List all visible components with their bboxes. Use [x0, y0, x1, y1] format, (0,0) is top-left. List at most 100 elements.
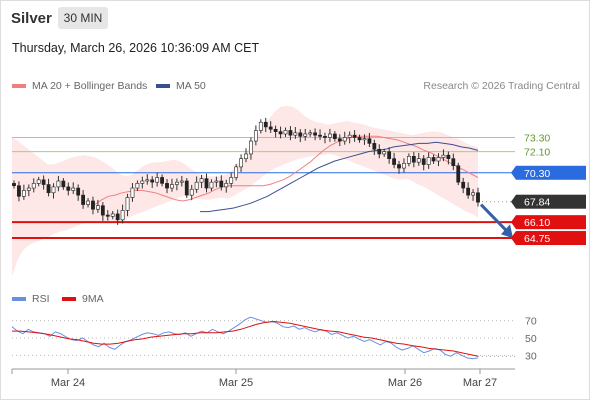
level-label-72.10: 72.10	[524, 147, 550, 159]
candle-body	[21, 190, 26, 197]
candle-body	[342, 137, 347, 142]
candle-body	[392, 158, 396, 165]
candle-body	[115, 213, 120, 221]
candle-body	[441, 154, 446, 158]
candle-body	[416, 158, 421, 163]
candle-body	[100, 205, 105, 216]
candle-body	[199, 178, 204, 183]
datetime-text: Thursday, March 26, 2026 10:36:09 AM CET	[12, 41, 260, 55]
candle-body	[347, 134, 352, 138]
candle-body	[105, 214, 110, 217]
candle-body	[150, 179, 155, 183]
candle-body	[352, 134, 357, 138]
legend-ma50: MA 50	[156, 80, 206, 92]
candle-body	[26, 187, 31, 191]
candle-body	[170, 184, 174, 189]
chart-header: Silver 30 MIN	[0, 0, 590, 36]
ma50-label: MA 50	[176, 80, 206, 92]
candle-body	[387, 151, 392, 159]
candle-body	[268, 126, 273, 130]
candle-body	[258, 121, 263, 131]
candle-body	[234, 166, 239, 178]
rsi-tick-30: 30	[525, 350, 537, 362]
ma50-line	[200, 141, 479, 213]
candle-body	[298, 132, 303, 137]
ma50-swatch	[156, 84, 170, 88]
candle-body	[431, 157, 436, 162]
candle-body	[120, 210, 125, 221]
candle-body	[323, 136, 327, 138]
candle-body	[377, 148, 382, 155]
x-tick-label: Mar 24	[51, 377, 85, 389]
level-label-67.84: 67.84	[524, 197, 550, 209]
candle-body	[446, 154, 451, 159]
level-label-box-67.84	[516, 194, 586, 209]
candle-body	[36, 179, 41, 184]
candle-body	[328, 133, 332, 138]
candle-body	[313, 132, 318, 136]
candle-body	[461, 181, 466, 189]
candle-body	[249, 140, 253, 155]
candle-body	[244, 153, 248, 159]
candle-body	[451, 158, 456, 167]
candle-body	[140, 180, 145, 184]
candle-body	[71, 187, 76, 191]
candle-body	[91, 200, 95, 210]
candle-body	[402, 163, 406, 169]
candle-body	[86, 200, 90, 205]
candle-body	[278, 131, 283, 135]
rsi-label: RSI	[32, 293, 50, 305]
candle-body	[155, 177, 160, 183]
candle-body	[436, 157, 441, 162]
candle-body	[308, 132, 313, 135]
level-label-box-70.30	[516, 165, 586, 180]
candle-body	[273, 128, 278, 132]
candle-body	[214, 180, 219, 183]
x-tick-label: Mar 26	[388, 377, 422, 389]
candle-body	[229, 177, 234, 184]
candle-body	[31, 183, 36, 189]
ma9-swatch	[62, 297, 76, 301]
candle-body	[303, 133, 308, 137]
candle-body	[456, 165, 461, 183]
candle-body	[288, 130, 293, 136]
candle-body	[411, 156, 416, 163]
candle-body	[382, 151, 387, 155]
candle-body	[135, 183, 140, 189]
timeframe-button[interactable]: 30 MIN	[58, 7, 108, 29]
symbol-title: Silver	[11, 10, 52, 27]
candle-body	[426, 157, 431, 165]
level-label-pointer	[511, 165, 516, 180]
candle-body	[219, 180, 224, 188]
candle-body	[189, 188, 194, 196]
ma20-line	[94, 135, 479, 205]
legend-ma9: 9MA	[62, 293, 104, 305]
candle-body	[160, 177, 164, 184]
x-tick-label: Mar 27	[463, 377, 497, 389]
candle-body	[367, 138, 372, 144]
candle-body	[125, 197, 130, 211]
level-label-pointer	[511, 194, 516, 209]
level-label-64.75: 64.75	[524, 233, 550, 245]
candle-body	[51, 186, 56, 194]
level-label-66.10: 66.10	[524, 217, 550, 229]
x-tick-label: Mar 25	[219, 377, 253, 389]
level-label-73.30: 73.30	[524, 133, 550, 145]
candle-body	[61, 180, 66, 188]
candle-body	[145, 179, 150, 182]
candle-body	[110, 213, 115, 217]
level-label-pointer	[511, 215, 516, 230]
candle-body	[96, 205, 100, 210]
candle-body	[239, 158, 243, 168]
candle-body	[194, 181, 199, 190]
candle-body	[337, 138, 342, 142]
forecast-arrow-head	[501, 224, 513, 239]
candle-body	[209, 181, 214, 189]
ma9-line	[12, 320, 479, 357]
candle-body	[318, 134, 322, 137]
credit-text: Research © 2026 Trading Central	[423, 80, 580, 92]
legend-ma20: MA 20 + Bollinger Bands	[12, 80, 147, 92]
candle-body	[66, 186, 71, 191]
